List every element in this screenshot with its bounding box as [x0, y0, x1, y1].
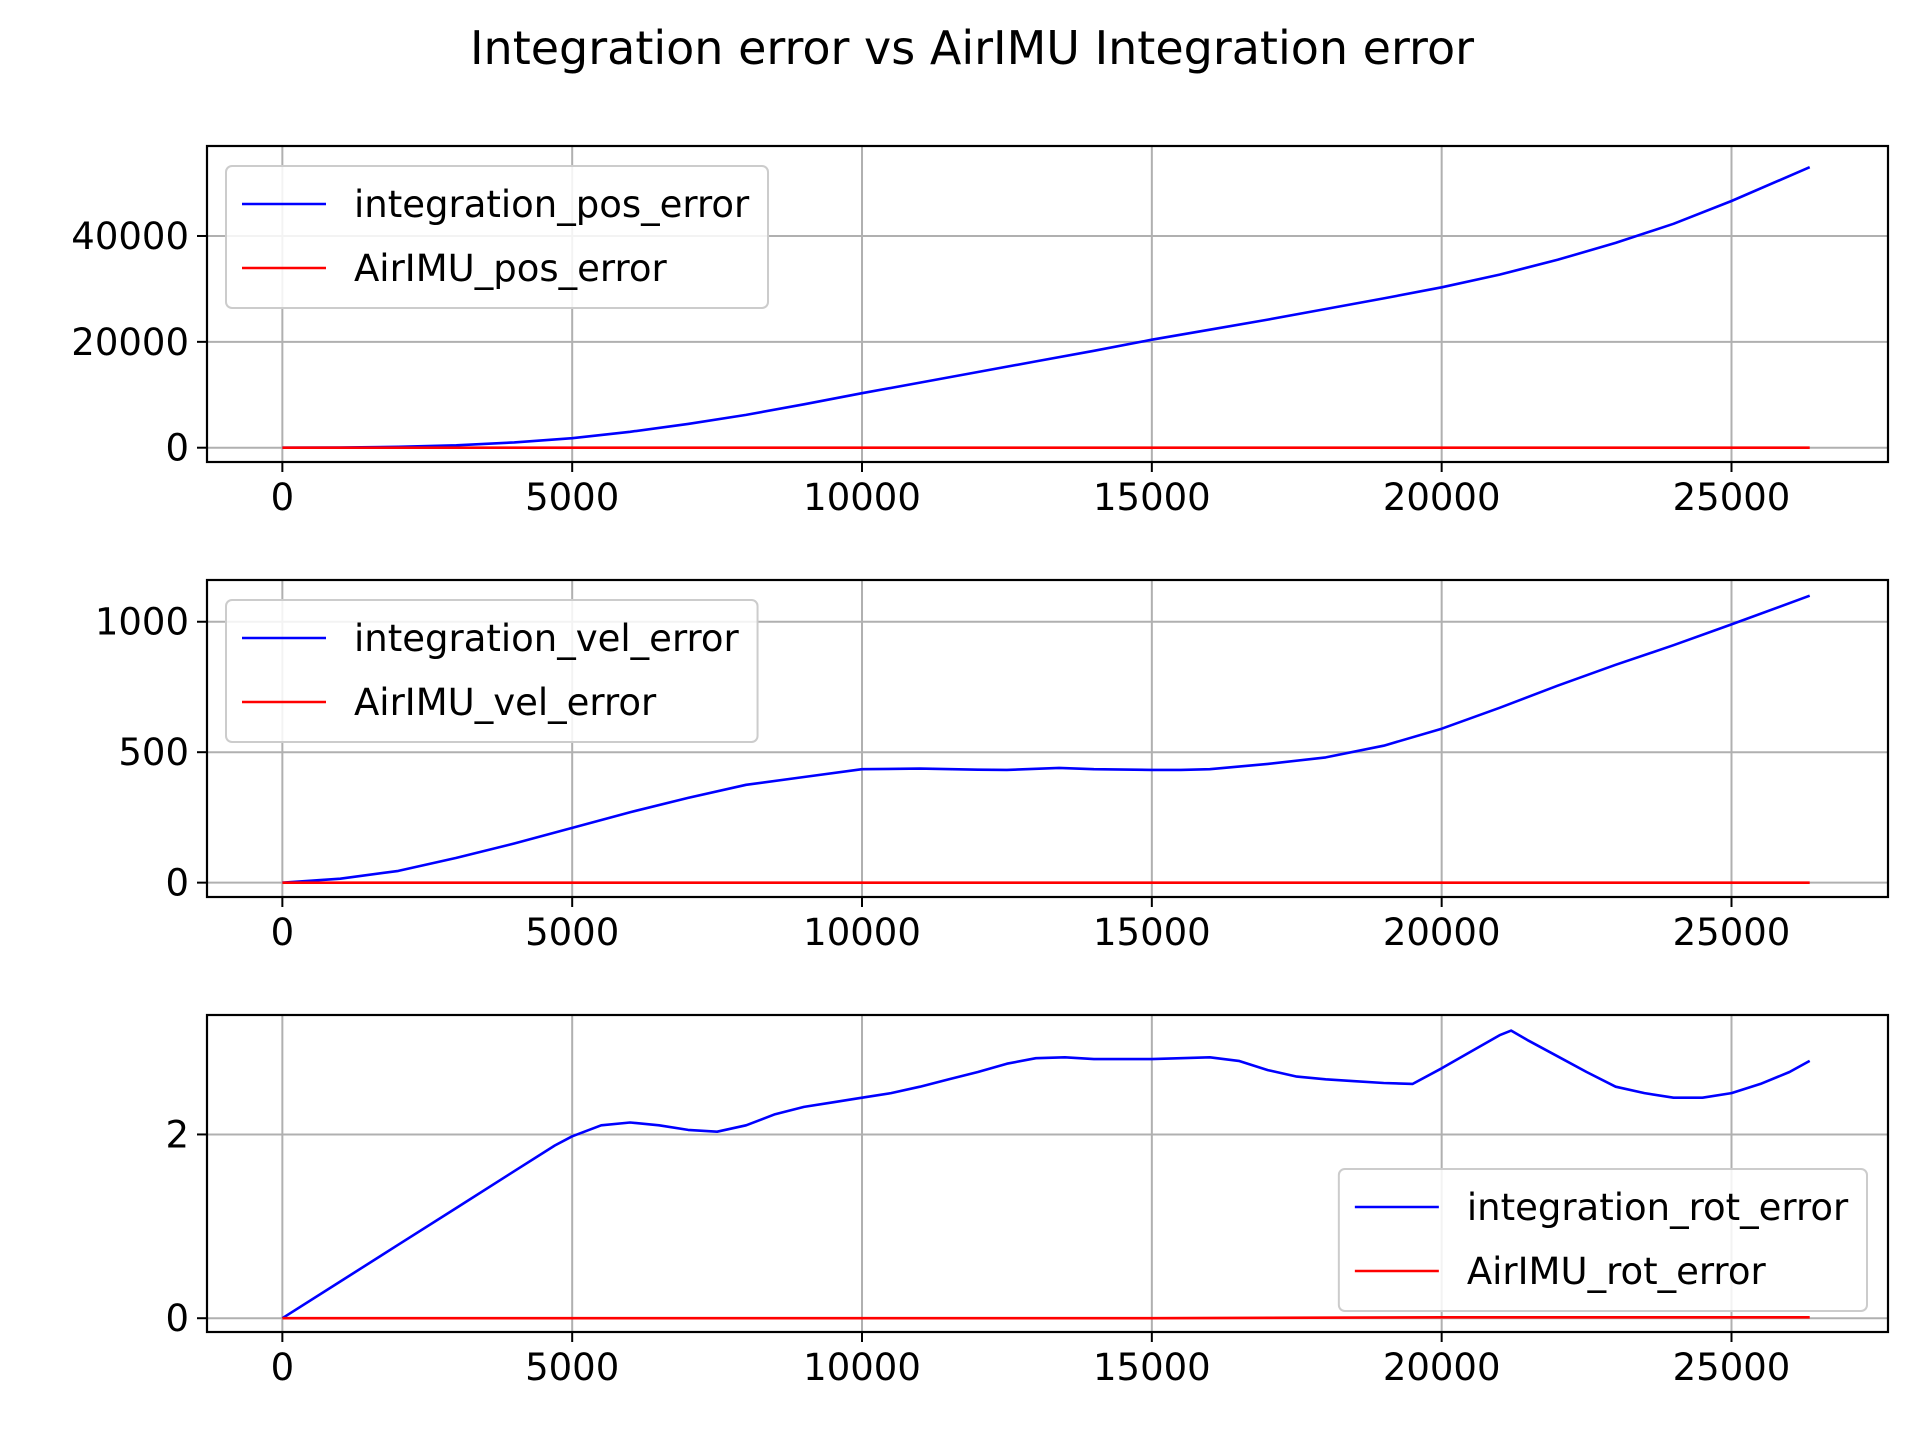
legend-label: AirIMU_rot_error [1467, 1250, 1767, 1293]
legend-label: integration_pos_error [354, 183, 750, 226]
series-line-AirIMU_rot_error [282, 1316, 1810, 1320]
x-tick-label: 20000 [1383, 911, 1501, 954]
x-tick-label: 5000 [525, 476, 619, 519]
series-line-integration_pos_error [282, 166, 1811, 449]
chart-title: Integration error vs AirIMU Integration … [470, 21, 1474, 75]
x-tick-label: 0 [271, 1346, 295, 1389]
x-tick-label: 20000 [1383, 476, 1501, 519]
y-tick-label: 0 [165, 862, 189, 905]
legend-label: AirIMU_pos_error [354, 247, 667, 290]
series-line-integration_vel_error [282, 594, 1811, 884]
x-tick-label: 0 [271, 911, 295, 954]
x-tick-label: 15000 [1093, 1346, 1211, 1389]
x-tick-label: 5000 [525, 1346, 619, 1389]
axes-frame [205, 144, 1890, 464]
y-tick-label: 0 [165, 1297, 189, 1340]
legend: integration_vel_error AirIMU_vel_error [225, 599, 759, 743]
legend-box [225, 599, 759, 743]
x-tick-label: 0 [271, 476, 295, 519]
x-tick-label: 25000 [1673, 911, 1791, 954]
series-line-integration_rot_error [281, 1029, 1811, 1320]
legend-label: integration_rot_error [1467, 1186, 1849, 1229]
x-tick-label: 10000 [803, 476, 921, 519]
subplot-1: 0 5000 10000 15000 20000 25000 0 20000 40000 inte… [71, 144, 1890, 519]
legend: integration_rot_error AirIMU_rot_error [1337, 1168, 1868, 1312]
legend-box [225, 165, 770, 309]
y-tick-label: 0 [165, 427, 189, 470]
y-tick-label: 500 [118, 731, 189, 774]
x-tick-label: 10000 [803, 911, 921, 954]
x-tick-label: 5000 [525, 911, 619, 954]
x-tick-label: 25000 [1673, 1346, 1791, 1389]
y-tick-label: 40000 [71, 215, 189, 258]
plots-container: 0 5000 10000 15000 20000 2500002000040000inte… [71, 144, 1890, 1389]
legend-label: AirIMU_vel_error [354, 681, 657, 724]
y-tick-label: 2 [165, 1113, 189, 1156]
legend-box [1337, 1168, 1868, 1312]
legend-label: integration_vel_error [354, 617, 740, 660]
legend: integration_pos_error AirIMU_pos_error [225, 165, 770, 309]
axes-frame [205, 578, 1890, 899]
x-tick-label: 15000 [1093, 476, 1211, 519]
axes-frame [205, 1013, 1890, 1334]
y-tick-label: 20000 [71, 321, 189, 364]
x-tick-label: 20000 [1383, 1346, 1501, 1389]
x-tick-label: 25000 [1673, 476, 1791, 519]
x-tick-label: 15000 [1093, 911, 1211, 954]
subplot-2: 0 5000 10000 15000 20000 25000 0 500 1000 integra… [95, 578, 1890, 954]
subplot-3: 0 5000 10000 15000 20000 25000 0 2 integration_r… [165, 1013, 1890, 1389]
x-tick-label: 10000 [803, 1346, 921, 1389]
y-tick-label: 1000 [95, 601, 189, 644]
